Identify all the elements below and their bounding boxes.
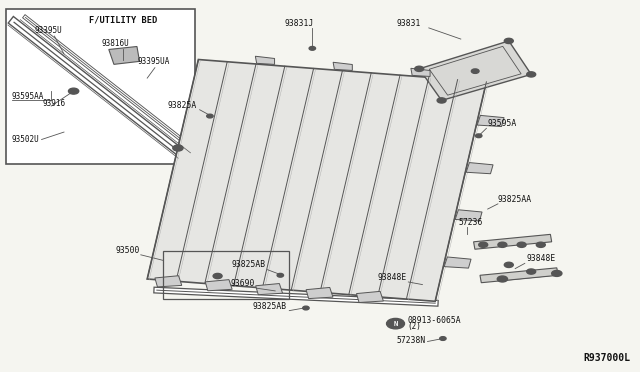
Text: N: N [394,321,397,327]
Bar [163,251,289,299]
Circle shape [497,276,508,282]
Circle shape [387,318,404,329]
Text: 57236: 57236 [458,218,483,227]
Circle shape [527,269,536,274]
Circle shape [173,145,183,151]
Polygon shape [155,276,182,287]
Text: 93825A: 93825A [168,101,197,110]
Circle shape [471,69,479,73]
Text: 93500: 93500 [115,246,140,255]
Polygon shape [444,257,471,268]
Text: 93395UA: 93395UA [138,57,170,66]
Text: 93595A: 93595A [488,119,517,128]
Circle shape [415,66,424,71]
Polygon shape [477,115,504,126]
Circle shape [504,262,513,267]
Circle shape [527,72,536,77]
Text: 93502U: 93502U [12,135,40,144]
Circle shape [476,134,482,138]
Polygon shape [306,288,333,299]
Polygon shape [256,283,283,295]
Circle shape [207,114,213,118]
Text: 93816U: 93816U [101,39,129,48]
Circle shape [303,306,309,310]
Polygon shape [205,280,232,291]
Text: 93825AB: 93825AB [232,260,266,269]
Polygon shape [255,56,275,64]
Circle shape [277,273,284,277]
Text: (2): (2) [407,322,421,331]
Text: R937000L: R937000L [584,353,630,363]
Circle shape [309,46,316,50]
Circle shape [498,242,507,247]
Polygon shape [466,163,493,174]
Text: 93848E: 93848E [526,254,556,263]
Circle shape [440,337,446,340]
Text: 93690: 93690 [230,279,255,288]
Circle shape [517,242,526,247]
Circle shape [552,270,562,276]
Polygon shape [480,268,558,283]
Text: 93825AB: 93825AB [253,302,287,311]
Text: 93848E: 93848E [378,273,407,282]
Text: 57238N: 57238N [396,336,426,345]
Circle shape [504,38,513,44]
Text: 93595AA: 93595AA [12,92,44,100]
Polygon shape [356,291,383,302]
Circle shape [68,88,79,94]
Circle shape [536,242,545,247]
Circle shape [437,98,446,103]
Text: 93395U: 93395U [34,26,62,35]
Polygon shape [411,68,430,77]
Text: F/UTILITY BED: F/UTILITY BED [90,16,157,25]
Text: 93916: 93916 [43,99,66,108]
Polygon shape [333,62,352,70]
Polygon shape [109,46,140,64]
Circle shape [213,273,222,279]
Polygon shape [455,210,482,221]
Text: 93831J: 93831J [285,19,314,28]
Circle shape [479,242,488,247]
Polygon shape [147,60,486,301]
Text: 93831: 93831 [396,19,420,28]
Polygon shape [474,234,552,249]
Text: 08913-6065A: 08913-6065A [407,316,461,325]
Text: 93825AA: 93825AA [498,195,532,203]
Polygon shape [419,41,531,100]
Bar [6,9,195,164]
